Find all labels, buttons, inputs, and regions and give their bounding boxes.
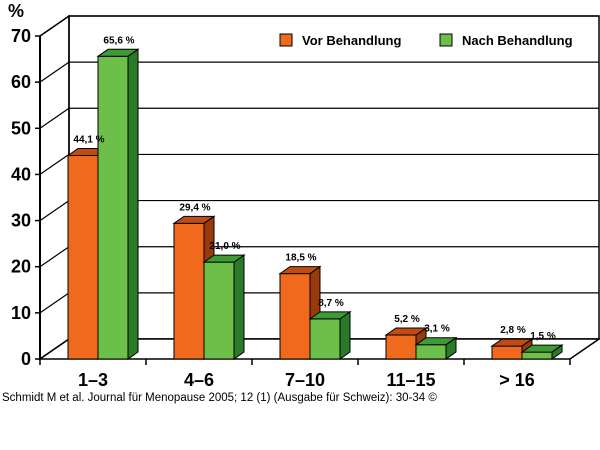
bar-side-nach-1 [233, 254, 245, 360]
bar-top-nach-1 [202, 254, 246, 263]
chart-bars [66, 48, 564, 360]
legend-label: Vor Behandlung [302, 33, 401, 48]
gridline-side [39, 200, 70, 222]
x-category-label: 11–15 [386, 370, 435, 390]
bar-vor-0 [67, 155, 99, 360]
bar-nach-0 [97, 55, 129, 360]
bar-vor-1 [173, 222, 205, 360]
y-tick-label: 60 [11, 72, 31, 92]
chart-left-wall [39, 14, 70, 361]
gridline-side [39, 61, 70, 83]
y-tick-label: 50 [11, 118, 31, 138]
bar-top-nach-0 [96, 48, 140, 57]
bar-chart: 0 10 20 30 40 50 60 70% 1–3 4–6 7–10 11–15 > 16 44,1… [8, 1, 600, 390]
y-tick-label: 20 [11, 257, 31, 277]
bar-top-vor-2 [278, 266, 322, 275]
data-label: 1,5 % [530, 331, 556, 342]
bar-side-nach-2 [339, 310, 351, 360]
chart-labels: 44,1 % 65,6 % 29,4 % 21,0 % 18,5 % 8,7 % 5,2 %… [73, 35, 555, 342]
data-label: 8,7 % [318, 298, 344, 309]
bar-top-nach-2 [308, 311, 352, 320]
gridline-side [39, 153, 70, 175]
bar-nach-1 [203, 261, 235, 360]
y-tick-label: 40 [11, 164, 31, 184]
citation-text: Schmidt M et al. Journal für Menopause 2… [2, 392, 437, 404]
legend-swatch [279, 33, 293, 47]
bar-top-nach-4 [520, 344, 564, 353]
y-axis-unit: % [8, 1, 24, 21]
x-category-label: 1–3 [78, 370, 108, 390]
y-tick-label: 30 [11, 211, 31, 231]
data-label: 2,8 % [500, 325, 526, 336]
bar-top-vor-3 [384, 327, 428, 336]
y-tick-label: 70 [11, 26, 31, 46]
bar-top-vor-4 [490, 338, 534, 347]
data-label: 65,6 % [103, 35, 134, 46]
chart-axes: 0 10 20 30 40 50 60 70% 1–3 4–6 7–10 11–15 > 16 [8, 1, 600, 390]
x-category-label: 4–6 [184, 370, 214, 390]
bar-vor-4 [491, 345, 523, 360]
data-label: 5,2 % [394, 314, 420, 325]
bar-vor-3 [385, 334, 417, 360]
bar-top-nach-3 [414, 337, 458, 346]
x-category-label: > 16 [499, 370, 535, 390]
bar-vor-2 [279, 273, 311, 360]
x-category-label: 7–10 [285, 370, 325, 390]
data-label: 3,1 % [424, 324, 450, 335]
gridline-side [39, 292, 70, 314]
chart-back-wall [68, 15, 600, 340]
bar-top-vor-1 [172, 215, 216, 224]
gridline-side [39, 246, 70, 268]
y-tick-label: 0 [21, 349, 31, 369]
data-label: 18,5 % [285, 253, 316, 264]
chart-legend: Vor Behandlung Nach Behandlung [279, 33, 573, 48]
data-label: 29,4 % [179, 202, 210, 213]
bar-nach-2 [309, 318, 341, 360]
data-label: 21,0 % [209, 241, 240, 252]
legend-label: Nach Behandlung [462, 33, 573, 48]
legend-swatch [439, 33, 453, 47]
data-label: 44,1 % [73, 135, 104, 146]
gridline-side [39, 107, 70, 129]
bar-side-nach-0 [127, 48, 139, 360]
bar-nach-3 [415, 344, 447, 360]
chart-grid [39, 15, 600, 360]
bar-nach-4 [521, 351, 553, 360]
y-tick-label: 10 [11, 303, 31, 323]
